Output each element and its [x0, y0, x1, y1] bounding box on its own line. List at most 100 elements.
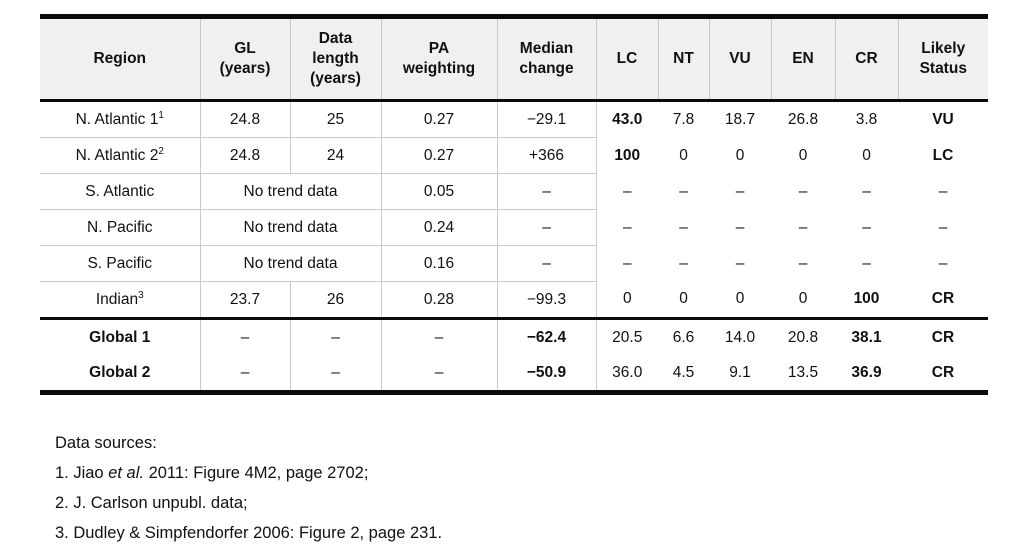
- data-sources-title: Data sources:: [55, 434, 157, 452]
- cell-region: Indian3: [40, 281, 201, 320]
- footnote-marker: 2: [158, 145, 164, 157]
- cell-likely-status: CR: [898, 355, 988, 393]
- cell-cr-prob: 38.1: [835, 318, 898, 355]
- cell-gl: –: [200, 355, 291, 393]
- col-header-region: Region: [40, 16, 201, 102]
- cell-vu-prob: 0: [709, 281, 771, 320]
- cell-median-change: −99.3: [497, 281, 597, 320]
- col-header-vu: VU: [709, 16, 772, 102]
- col-header-lc: LC: [596, 16, 659, 102]
- cell-pa-weighting: –: [381, 355, 498, 393]
- cell-pa-weighting: 0.27: [381, 137, 498, 174]
- cell-gl: –: [200, 318, 291, 355]
- row-n-atlantic-1: N. Atlantic 11 24.8 25 0.27 −29.1 43.0 7…: [40, 100, 988, 138]
- col-header-nt: NT: [658, 16, 710, 102]
- row-n-pacific: N. Pacific No trend data 0.24 – – – – – …: [40, 209, 988, 246]
- cell-en-prob: 13.5: [771, 355, 835, 393]
- footnote-1-etal: et al.: [108, 464, 144, 482]
- cell-lc-prob: 43.0: [596, 100, 658, 138]
- assessment-table: Region GL (years) Data length (years) PA…: [40, 14, 988, 395]
- row-s-atlantic: S. Atlantic No trend data 0.05 – – – – –…: [40, 173, 988, 210]
- row-global-1: Global 1 – – – −62.4 20.5 6.6 14.0 20.8 …: [40, 318, 988, 355]
- cell-nt-prob: 4.5: [658, 355, 709, 393]
- cell-en-prob: 0: [771, 137, 835, 174]
- cell-en-prob: 20.8: [771, 318, 835, 355]
- cell-median-change: –: [497, 209, 597, 246]
- cell-vu-prob: –: [709, 245, 771, 282]
- cell-data-length: –: [290, 355, 382, 393]
- cell-pa-weighting: 0.28: [381, 281, 498, 320]
- cell-median-change: −50.9: [497, 355, 597, 393]
- cell-likely-status: VU: [898, 100, 988, 138]
- cell-nt-prob: 6.6: [658, 318, 709, 355]
- cell-region: S. Atlantic: [40, 173, 201, 210]
- cell-region: N. Atlantic 22: [40, 137, 201, 174]
- cell-no-trend-data: No trend data: [200, 245, 382, 282]
- col-header-median-change: Median change: [497, 16, 597, 102]
- cell-data-length: 26: [290, 281, 382, 320]
- cell-data-length: –: [290, 318, 382, 355]
- cell-likely-status: CR: [898, 281, 988, 320]
- cell-median-change: –: [497, 245, 597, 282]
- cell-en-prob: –: [771, 209, 835, 246]
- cell-nt-prob: 0: [658, 137, 709, 174]
- cell-vu-prob: 0: [709, 137, 771, 174]
- cell-lc-prob: –: [596, 245, 658, 282]
- footnote-1: 1. Jiao et al. 2011: Figure 4M2, page 27…: [55, 458, 442, 488]
- cell-lc-prob: 100: [596, 137, 658, 174]
- cell-likely-status: –: [898, 209, 988, 246]
- footnote-1-text: 1. Jiao: [55, 464, 109, 482]
- cell-en-prob: 0: [771, 281, 835, 320]
- cell-data-length: 24: [290, 137, 382, 174]
- cell-region: Global 2: [40, 355, 201, 393]
- row-n-atlantic-2: N. Atlantic 22 24.8 24 0.27 +366 100 0 0…: [40, 137, 988, 174]
- cell-nt-prob: –: [658, 245, 709, 282]
- cell-region: Global 1: [40, 318, 201, 355]
- cell-gl: 24.8: [200, 100, 291, 138]
- header-row: Region GL (years) Data length (years) PA…: [40, 16, 988, 102]
- cell-cr-prob: 100: [835, 281, 898, 320]
- cell-vu-prob: 9.1: [709, 355, 771, 393]
- col-header-likely-status: Likely Status: [898, 16, 988, 102]
- row-s-pacific: S. Pacific No trend data 0.16 – – – – – …: [40, 245, 988, 282]
- footnote-1-text: 2011: Figure 4M2, page 2702;: [143, 464, 369, 482]
- cell-pa-weighting: –: [381, 318, 498, 355]
- assessment-table-wrap: Region GL (years) Data length (years) PA…: [40, 14, 988, 395]
- cell-en-prob: 26.8: [771, 100, 835, 138]
- cell-cr-prob: 3.8: [835, 100, 898, 138]
- cell-lc-prob: –: [596, 173, 658, 210]
- cell-nt-prob: 7.8: [658, 100, 709, 138]
- cell-median-change: −62.4: [497, 318, 597, 355]
- data-sources-block: Data sources: 1. Jiao et al. 2011: Figur…: [55, 428, 442, 548]
- cell-likely-status: LC: [898, 137, 988, 174]
- cell-cr-prob: –: [835, 245, 898, 282]
- cell-lc-prob: 36.0: [596, 355, 658, 393]
- cell-pa-weighting: 0.24: [381, 209, 498, 246]
- footnote-2: 2. J. Carlson unpubl. data;: [55, 494, 248, 512]
- cell-data-length: 25: [290, 100, 382, 138]
- row-indian: Indian3 23.7 26 0.28 −99.3 0 0 0 0 100 C…: [40, 281, 988, 320]
- cell-region: N. Pacific: [40, 209, 201, 246]
- cell-vu-prob: –: [709, 209, 771, 246]
- cell-median-change: +366: [497, 137, 597, 174]
- cell-region: S. Pacific: [40, 245, 201, 282]
- col-header-pa-weighting: PA weighting: [381, 16, 498, 102]
- cell-region: N. Atlantic 11: [40, 100, 201, 138]
- cell-nt-prob: 0: [658, 281, 709, 320]
- cell-vu-prob: –: [709, 173, 771, 210]
- cell-pa-weighting: 0.05: [381, 173, 498, 210]
- col-header-data-length: Data length (years): [290, 16, 382, 102]
- row-global-2: Global 2 – – – −50.9 36.0 4.5 9.1 13.5 3…: [40, 355, 988, 393]
- footnote-3: 3. Dudley & Simpfendorfer 2006: Figure 2…: [55, 524, 443, 542]
- cell-nt-prob: –: [658, 173, 709, 210]
- cell-likely-status: –: [898, 245, 988, 282]
- region-label: N. Atlantic 2: [75, 146, 159, 164]
- cell-gl: 24.8: [200, 137, 291, 174]
- region-label: Indian: [95, 290, 139, 308]
- cell-vu-prob: 18.7: [709, 100, 771, 138]
- cell-pa-weighting: 0.27: [381, 100, 498, 138]
- cell-no-trend-data: No trend data: [200, 173, 382, 210]
- cell-likely-status: –: [898, 173, 988, 210]
- cell-median-change: −29.1: [497, 100, 597, 138]
- cell-pa-weighting: 0.16: [381, 245, 498, 282]
